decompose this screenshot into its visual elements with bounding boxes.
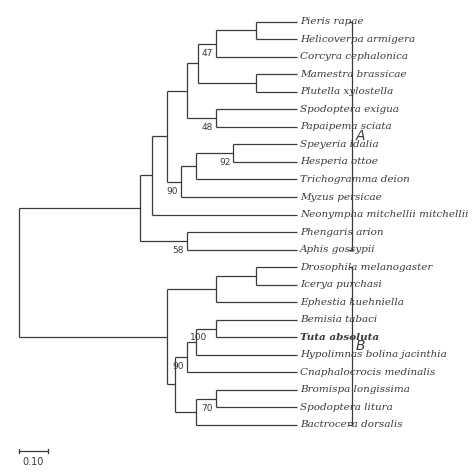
Text: Drosophila melanogaster: Drosophila melanogaster	[300, 263, 432, 272]
Text: Ephestia kuehniella: Ephestia kuehniella	[300, 298, 404, 307]
Text: Cnaphalocrocis medinalis: Cnaphalocrocis medinalis	[300, 368, 435, 377]
Text: 47: 47	[201, 48, 213, 57]
Text: Speyeria idalia: Speyeria idalia	[300, 140, 379, 149]
Text: Mamestra brassicae: Mamestra brassicae	[300, 70, 406, 79]
Text: Helicoverpa armigera: Helicoverpa armigera	[300, 35, 415, 44]
Text: Bactrocera dorsalis: Bactrocera dorsalis	[300, 420, 402, 429]
Text: Myzus persicae: Myzus persicae	[300, 192, 382, 201]
Text: Bromispa longissima: Bromispa longissima	[300, 385, 410, 394]
Text: 90: 90	[167, 187, 178, 196]
Text: Trichogramma deion: Trichogramma deion	[300, 175, 410, 184]
Text: A: A	[356, 128, 365, 143]
Text: 92: 92	[219, 158, 230, 167]
Text: Phengaris arion: Phengaris arion	[300, 228, 383, 237]
Text: 70: 70	[201, 403, 213, 412]
Text: Bemisia tabaci: Bemisia tabaci	[300, 315, 377, 324]
Text: Plutella xylostella: Plutella xylostella	[300, 87, 393, 96]
Text: Neonympha mitchellii mitchellii: Neonympha mitchellii mitchellii	[300, 210, 468, 219]
Text: Icerya purchasi: Icerya purchasi	[300, 280, 382, 289]
Text: 90: 90	[173, 362, 184, 371]
Text: B: B	[356, 339, 365, 353]
Text: 100: 100	[190, 333, 207, 342]
Text: Corcyra cephalonica: Corcyra cephalonica	[300, 52, 408, 61]
Text: Tuta absoluta: Tuta absoluta	[300, 333, 379, 342]
Text: 0.10: 0.10	[22, 457, 44, 467]
Text: Spodoptera exigua: Spodoptera exigua	[300, 105, 399, 114]
Text: Hypolimnas bolina jacinthia: Hypolimnas bolina jacinthia	[300, 350, 447, 359]
Text: 58: 58	[173, 246, 184, 255]
Text: Aphis gossypii: Aphis gossypii	[300, 245, 375, 254]
Text: Spodoptera litura: Spodoptera litura	[300, 403, 392, 412]
Text: 48: 48	[201, 123, 213, 132]
Text: Hesperia ottoe: Hesperia ottoe	[300, 157, 378, 166]
Text: Papaipema sciata: Papaipema sciata	[300, 122, 392, 131]
Text: Pieris rapae: Pieris rapae	[300, 17, 364, 26]
